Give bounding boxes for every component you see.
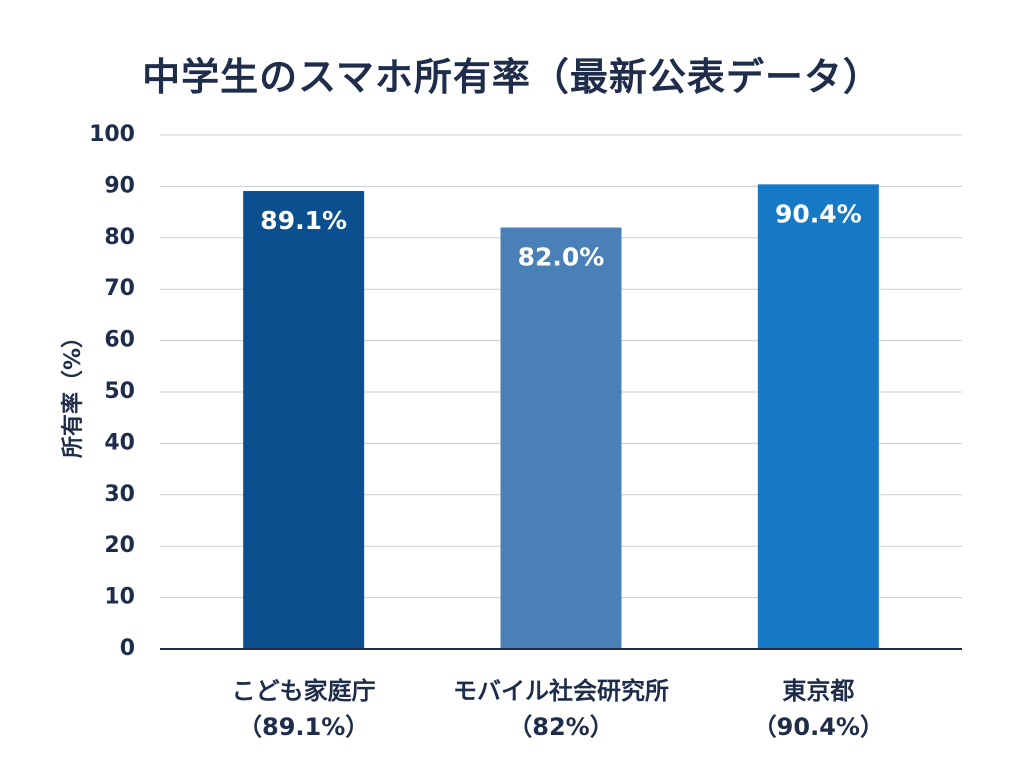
chart-title: 中学生のスマホ所有率（最新公表データ） [142,55,882,99]
y-tick-label: 100 [89,122,135,147]
bar-value-label: 82.0% [518,243,605,272]
x-category-sublabel: （89.1%） [238,713,369,741]
y-tick-label: 80 [104,225,135,250]
y-tick-label: 20 [104,533,135,558]
y-tick-label: 90 [104,173,135,198]
y-tick-label: 0 [120,636,135,661]
bars: 89.1% 82.0% 90.4% [243,184,879,649]
bar-value-label: 90.4% [775,199,862,228]
bar [243,191,365,649]
y-tick-label: 70 [104,276,135,301]
y-tick-label: 10 [104,585,135,610]
bar-value-label: 89.1% [260,206,347,235]
y-tick-label: 60 [104,328,135,353]
x-category-label: こども家庭庁 [232,677,376,705]
y-axis-ticks: 0 10 20 30 40 50 60 70 80 90 100 [89,122,135,661]
y-axis-label: 所有率（%） [60,326,86,458]
bar [500,227,622,649]
x-category-label: 東京都 [782,677,854,705]
y-tick-label: 40 [104,430,135,455]
x-category-label: モバイル社会研究所 [453,677,669,705]
bar [757,184,879,649]
y-tick-label: 50 [104,379,135,404]
y-tick-label: 30 [104,482,135,507]
x-category-sublabel: （90.4%） [753,713,884,741]
x-category-sublabel: （82%） [508,713,613,741]
x-axis-categories: こども家庭庁 （89.1%） モバイル社会研究所 （82%） 東京都 （90.4%） [232,677,884,741]
